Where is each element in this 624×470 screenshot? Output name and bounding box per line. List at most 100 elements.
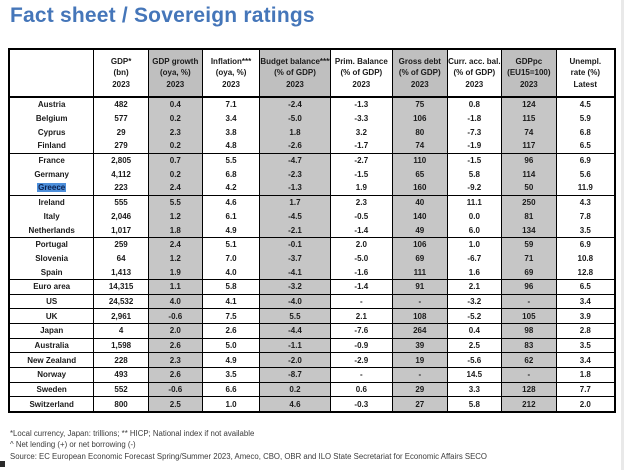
value-cell: 10.8 — [555, 251, 615, 266]
value-cell: -0.1 — [259, 237, 331, 252]
value-cell: 6.9 — [555, 237, 615, 252]
country-label: Belgium — [35, 114, 68, 124]
value-cell: 577 — [93, 111, 149, 126]
table-row: Switzerland 800 2.5 1.0 4.6 -0.3 27 5.8 212 2.0 — [9, 396, 615, 413]
value-cell: 2.0 — [329, 237, 393, 252]
value-cell: 4.3 — [555, 195, 615, 210]
country-label: France — [38, 156, 65, 166]
value-cell: 7.8 — [555, 209, 615, 224]
value-cell: -0.3 — [329, 396, 393, 413]
value-cell: 6.8 — [555, 125, 615, 140]
column-header: Budget balance**** (% of GDP) 2023 — [259, 49, 331, 98]
header-year: Latest — [573, 79, 598, 89]
value-cell: 7.5 — [201, 308, 260, 324]
value-cell: 2,961 — [93, 308, 149, 324]
value-cell: 3.4 — [555, 352, 615, 369]
country-label: Netherlands — [28, 225, 75, 235]
value-cell: 69 — [392, 251, 448, 266]
value-cell: 1.0 — [201, 396, 260, 413]
value-cell: 2.0 — [147, 323, 203, 339]
country-label: Sweden — [36, 385, 67, 395]
value-cell: 4.0 — [147, 294, 203, 310]
value-cell: -5.0 — [329, 251, 393, 266]
value-cell: 3.3 — [446, 382, 502, 398]
value-cell: -5.2 — [446, 308, 502, 324]
country-label-highlighted: Greece — [37, 183, 67, 193]
header-unit: (oya, %) — [215, 68, 247, 78]
header-unit: (% of GDP) — [340, 68, 383, 78]
value-cell: 14,315 — [93, 279, 149, 295]
country-cell: New Zealand — [9, 352, 94, 369]
header-year: 2023 — [222, 79, 240, 89]
column-header: GDP growth (oya, %) 2023 — [147, 49, 203, 98]
table-body: Austria 482 0.4 7.1 -2.4 -1.3 75 0.8 124 4.5 Belgi… — [9, 97, 615, 413]
header-label: Inflation*** — [210, 56, 252, 66]
value-cell: 2.6 — [147, 367, 203, 383]
value-cell: 1.1 — [147, 279, 203, 295]
value-cell: 3.8 — [201, 125, 260, 140]
value-cell: 106 — [392, 111, 448, 126]
value-cell: -0.6 — [147, 382, 203, 398]
value-cell: 223 — [93, 181, 149, 196]
value-cell: 2.3 — [329, 195, 393, 210]
country-label: Australia — [34, 341, 69, 351]
value-cell: 4.2 — [201, 181, 260, 196]
value-cell: 5.8 — [446, 167, 502, 182]
header-label: GDP* — [110, 56, 132, 66]
value-cell: 4.0 — [201, 265, 260, 280]
value-cell: 259 — [93, 237, 149, 252]
country-cell: Japan — [9, 323, 94, 339]
value-cell: -8.7 — [259, 367, 331, 383]
value-cell: 4.6 — [259, 396, 331, 413]
value-cell: 0.2 — [147, 167, 203, 182]
value-cell: -1.5 — [446, 153, 502, 168]
footnote-line: *Local currency, Japan: trillions; ** HI… — [10, 429, 255, 438]
value-cell: -2.7 — [329, 153, 393, 168]
value-cell: 4.1 — [201, 294, 260, 310]
value-cell: 91 — [392, 279, 448, 295]
value-cell: 69 — [501, 265, 557, 280]
value-cell: 3.5 — [555, 223, 615, 238]
header-year: 2023 — [166, 79, 185, 89]
value-cell: 2.8 — [555, 323, 615, 339]
value-cell: -2.6 — [259, 139, 331, 154]
value-cell: -6.7 — [446, 251, 502, 266]
value-cell: 6.5 — [555, 139, 615, 154]
value-cell: 1.8 — [259, 125, 331, 140]
header-year: 2023 — [352, 79, 371, 89]
value-cell: 0.0 — [446, 209, 502, 224]
value-cell: -2.4 — [259, 97, 331, 112]
country-cell: Spain — [9, 265, 94, 280]
value-cell: -3.2 — [259, 279, 331, 295]
value-cell: 2.4 — [147, 237, 203, 252]
country-label: Slovenia — [35, 253, 69, 263]
value-cell: -0.5 — [329, 209, 393, 224]
value-cell: 2.1 — [329, 308, 393, 324]
column-header: Gross debt (% of GDP) 2023 — [392, 49, 448, 98]
value-cell: 5.5 — [201, 153, 260, 168]
country-cell: Norway — [9, 367, 94, 383]
value-cell: -4.4 — [259, 323, 331, 339]
value-cell: 4.9 — [201, 223, 260, 238]
country-label: Portugal — [35, 240, 68, 250]
value-cell: 6.9 — [555, 153, 615, 168]
value-cell: 108 — [392, 308, 448, 324]
value-cell: 1.7 — [259, 195, 331, 210]
value-cell: 555 — [93, 195, 149, 210]
value-cell: 0.8 — [446, 97, 502, 112]
value-cell: 5.5 — [259, 308, 331, 324]
value-cell: -4.1 — [259, 265, 331, 280]
header-year: 2023 — [112, 79, 130, 89]
value-cell: 106 — [392, 237, 448, 252]
country-cell: Slovenia — [9, 251, 94, 266]
value-cell: 12.8 — [555, 265, 615, 280]
value-cell: -1.5 — [329, 167, 393, 182]
value-cell: 2.3 — [147, 352, 203, 369]
country-cell: Ireland — [9, 195, 94, 210]
table-row: Austria 482 0.4 7.1 -2.4 -1.3 75 0.8 124 4.5 — [9, 97, 615, 112]
value-cell: 0.6 — [329, 382, 393, 398]
value-cell: 74 — [501, 125, 557, 140]
value-cell: 5.5 — [147, 195, 203, 210]
value-cell: 160 — [392, 181, 448, 196]
value-cell: 2.5 — [147, 396, 203, 413]
